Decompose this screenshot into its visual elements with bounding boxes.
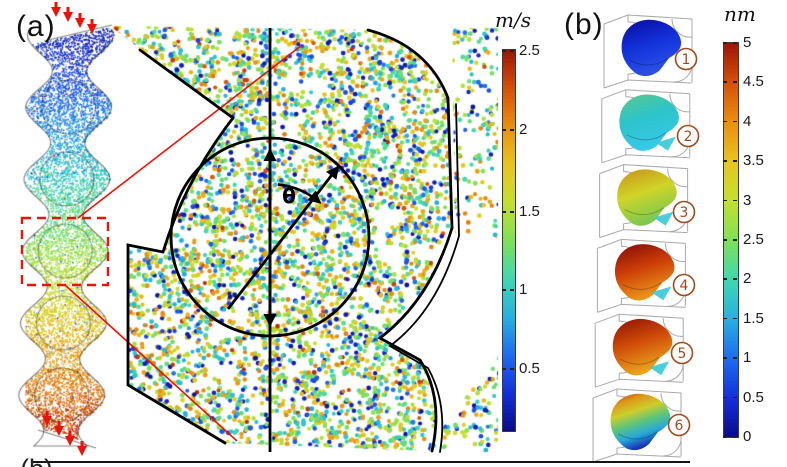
- colorbar-tick-mark: [502, 50, 506, 52]
- colorbar-tick-mark: [723, 160, 727, 162]
- colorbar-tick-mark: [723, 42, 727, 44]
- surface-cyan-tip: [651, 286, 672, 301]
- bottom-rule: [33, 461, 690, 463]
- colorbar-tick-label: 0.5: [519, 360, 540, 377]
- colorbar-tick-mark: [510, 289, 514, 291]
- cell-number: 3: [680, 205, 689, 221]
- colorbar-tick-label: 1.5: [743, 309, 764, 327]
- cell-number-badge: 1: [674, 47, 698, 71]
- panel-a-label: (a): [16, 10, 56, 43]
- colorbar-tick-mark: [723, 120, 727, 123]
- surface-cyan-tip: [655, 136, 676, 151]
- colorbar-tick-label: 2.5: [743, 231, 764, 248]
- theta-angle-arc: [277, 183, 322, 204]
- callout-line-bottom: [64, 284, 238, 442]
- colorbar-tick-mark: [733, 199, 737, 202]
- colorbar-tick-mark: [733, 396, 737, 399]
- colorbar-tick-label: 2: [743, 270, 752, 288]
- surface-cyan-tip: [649, 361, 670, 376]
- colorbar-tick-mark: [723, 278, 727, 280]
- cropped-next-panel-label: (b): [20, 454, 53, 467]
- colorbar-tick-mark: [733, 436, 737, 438]
- colorbar-tick-mark: [723, 199, 727, 202]
- cell-number-badge: 5: [670, 341, 694, 365]
- inset-cell-outline: [126, 28, 460, 453]
- colorbar-tick-mark: [723, 317, 727, 320]
- colorbar-tick-label: 2.5: [519, 42, 540, 59]
- deformation-surface: [619, 94, 679, 151]
- colorbar-tick-mark: [502, 211, 506, 213]
- colorbar-a-title: m/s: [495, 8, 531, 32]
- colorbar-tick-mark: [733, 357, 737, 359]
- colorbar-tick-mark: [510, 50, 514, 52]
- callout-line-top: [77, 44, 303, 219]
- colorbar-tick-mark: [733, 120, 737, 123]
- deformation-surface: [617, 169, 677, 226]
- cell-number: 4: [680, 278, 689, 294]
- colorbar-tick-mark: [723, 81, 727, 83]
- colorbar-tick-label: 2: [519, 121, 528, 138]
- inlet-arrows: [51, 2, 97, 34]
- surface-crease: [624, 207, 664, 216]
- colorbar-tick-mark: [723, 357, 727, 359]
- colorbar-tick-label: 3.5: [743, 152, 764, 170]
- colorbar-tick-mark: [510, 368, 514, 370]
- colorbar-tick-label: 0: [743, 428, 752, 445]
- surface-crease: [626, 132, 667, 141]
- pore-circle: [169, 136, 371, 338]
- colorbar-tick-label: 1: [743, 349, 752, 367]
- colorbar-tick-label: 1: [519, 281, 528, 298]
- colorbar-tick-mark: [733, 81, 737, 83]
- surface-crease: [617, 431, 658, 440]
- cell-number: 1: [682, 52, 691, 68]
- colorbar-tick-mark: [502, 129, 506, 131]
- panel-b-label: (b): [564, 8, 604, 41]
- colorbar-tick-label: 0.5: [743, 388, 764, 406]
- colorbar-tick-label: 3: [743, 191, 752, 209]
- colorbar-tick-mark: [510, 129, 514, 131]
- cell-number-badge: 3: [672, 200, 696, 224]
- colorbar-tick-label: 4.5: [743, 73, 764, 91]
- colorbar-tick-mark: [723, 239, 727, 241]
- deformation-surface: [612, 318, 673, 376]
- colorbar-tick-mark: [502, 289, 506, 291]
- cell-number-badge: 2: [676, 124, 700, 148]
- cell-number: 5: [678, 346, 687, 362]
- colorbar-tick-label: 4: [743, 112, 752, 130]
- colorbar-tick-mark: [723, 396, 727, 399]
- colorbar-tick-mark: [733, 317, 737, 320]
- surface-crease: [628, 57, 669, 66]
- colorbar-a: [502, 49, 516, 432]
- surface-crease: [619, 356, 660, 365]
- colorbar-tick-label: 1.5: [519, 203, 540, 220]
- theta-label: θ: [282, 184, 296, 208]
- deformation-surface: [621, 19, 682, 77]
- colorbar-tick-mark: [733, 278, 737, 280]
- colorbar-b-title: nm: [724, 2, 756, 26]
- colorbar-tick-mark: [502, 368, 506, 370]
- inset-dimension-annotations: θ: [169, 28, 371, 452]
- colorbar-tick-mark: [733, 42, 737, 44]
- colorbar-tick-mark: [733, 160, 737, 162]
- outlet-arrows: [42, 411, 87, 456]
- colorbar-tick-mark: [723, 436, 727, 438]
- cell-number-badge: 4: [672, 273, 696, 297]
- deformation-surface: [614, 244, 675, 301]
- cell-number: 2: [684, 129, 693, 145]
- cell-number-badge: 6: [667, 413, 691, 437]
- cell-number: 6: [675, 418, 684, 434]
- colorbar-tick-mark: [733, 239, 737, 241]
- colorbar-tick-label: 5: [743, 34, 752, 51]
- surface-cyan-tip: [653, 211, 674, 226]
- surface-crease: [622, 281, 662, 290]
- deformation-surface: [610, 393, 671, 451]
- colorbar-tick-mark: [510, 211, 514, 213]
